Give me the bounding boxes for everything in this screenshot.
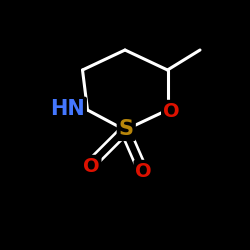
Text: HN: HN [50,99,85,119]
Text: O: O [136,162,152,181]
Text: S: S [119,119,134,139]
Text: O: O [83,157,100,176]
Text: O: O [163,102,180,121]
